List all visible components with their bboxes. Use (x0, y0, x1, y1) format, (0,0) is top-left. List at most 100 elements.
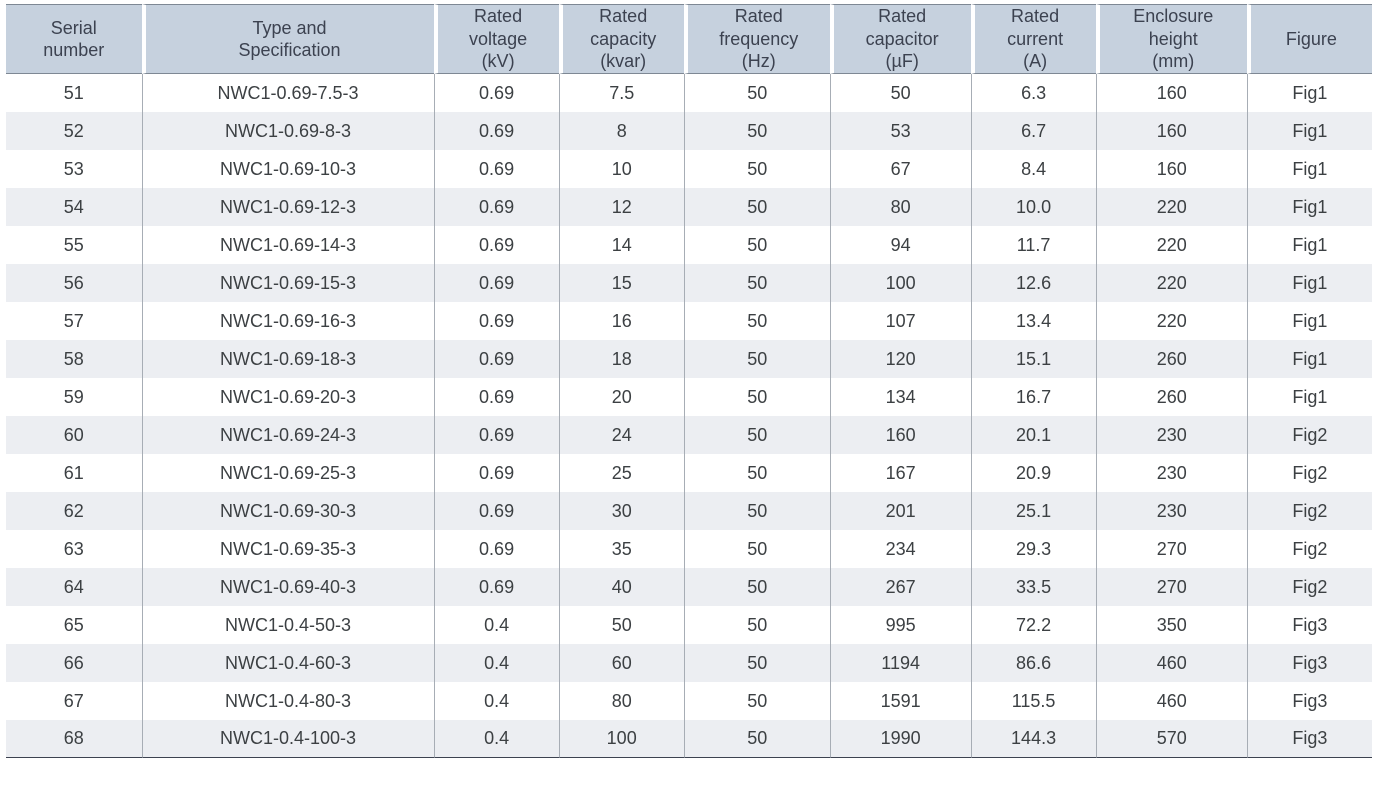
cell-type: NWC1-0.4-60-3 (142, 644, 434, 682)
cell-figure: Fig3 (1247, 720, 1372, 758)
cell-enclosure: 260 (1096, 340, 1247, 378)
cell-capacity: 24 (559, 416, 684, 454)
cell-voltage: 0.4 (434, 720, 559, 758)
cell-figure: Fig2 (1247, 530, 1372, 568)
cell-frequency: 50 (684, 492, 830, 530)
cell-capacity: 12 (559, 188, 684, 226)
cell-frequency: 50 (684, 454, 830, 492)
table-header: Serialnumber Type andSpecification Ratedvo… (6, 4, 1372, 74)
cell-current: 15.1 (971, 340, 1096, 378)
cell-voltage: 0.69 (434, 530, 559, 568)
cell-enclosure: 260 (1096, 378, 1247, 416)
table-row: 57NWC1-0.69-16-30.69165010713.4220Fig1 (6, 302, 1372, 340)
header-label-enclosure: Enclosureheight(mm) (1133, 5, 1213, 73)
cell-frequency: 50 (684, 682, 830, 720)
cell-capacitor: 134 (830, 378, 971, 416)
header-frequency: Ratedfrequency(Hz) (684, 4, 830, 74)
cell-voltage: 0.69 (434, 150, 559, 188)
cell-capacity: 35 (559, 530, 684, 568)
cell-enclosure: 460 (1096, 682, 1247, 720)
header-label-current: Ratedcurrent(A) (1007, 5, 1063, 73)
cell-current: 6.3 (971, 74, 1096, 112)
cell-current: 10.0 (971, 188, 1096, 226)
table-row: 53NWC1-0.69-10-30.691050678.4160Fig1 (6, 150, 1372, 188)
cell-serial: 55 (6, 226, 142, 264)
cell-serial: 61 (6, 454, 142, 492)
cell-current: 13.4 (971, 302, 1096, 340)
cell-current: 20.9 (971, 454, 1096, 492)
cell-current: 25.1 (971, 492, 1096, 530)
cell-frequency: 50 (684, 530, 830, 568)
cell-frequency: 50 (684, 188, 830, 226)
cell-voltage: 0.69 (434, 302, 559, 340)
table-row: 66NWC1-0.4-60-30.46050119486.6460Fig3 (6, 644, 1372, 682)
header-row: Serialnumber Type andSpecification Ratedvo… (6, 4, 1372, 74)
table-row: 56NWC1-0.69-15-30.69155010012.6220Fig1 (6, 264, 1372, 302)
cell-serial: 67 (6, 682, 142, 720)
cell-enclosure: 270 (1096, 568, 1247, 606)
cell-capacity: 7.5 (559, 74, 684, 112)
header-label-capacity: Ratedcapacity(kvar) (590, 5, 656, 73)
cell-type: NWC1-0.69-12-3 (142, 188, 434, 226)
header-label-serial: Serialnumber (43, 17, 104, 62)
cell-type: NWC1-0.69-8-3 (142, 112, 434, 150)
cell-serial: 60 (6, 416, 142, 454)
cell-capacity: 15 (559, 264, 684, 302)
cell-capacity: 50 (559, 606, 684, 644)
cell-frequency: 50 (684, 74, 830, 112)
cell-capacitor: 80 (830, 188, 971, 226)
cell-enclosure: 230 (1096, 454, 1247, 492)
cell-capacitor: 234 (830, 530, 971, 568)
cell-type: NWC1-0.4-50-3 (142, 606, 434, 644)
cell-frequency: 50 (684, 644, 830, 682)
cell-figure: Fig2 (1247, 492, 1372, 530)
cell-figure: Fig1 (1247, 226, 1372, 264)
table-row: 63NWC1-0.69-35-30.69355023429.3270Fig2 (6, 530, 1372, 568)
spec-table-container: Serialnumber Type andSpecification Ratedvo… (0, 0, 1378, 768)
cell-voltage: 0.69 (434, 568, 559, 606)
table-row: 60NWC1-0.69-24-30.69245016020.1230Fig2 (6, 416, 1372, 454)
cell-enclosure: 270 (1096, 530, 1247, 568)
cell-voltage: 0.4 (434, 606, 559, 644)
cell-voltage: 0.4 (434, 644, 559, 682)
cell-figure: Fig3 (1247, 644, 1372, 682)
cell-voltage: 0.69 (434, 454, 559, 492)
cell-figure: Fig1 (1247, 150, 1372, 188)
header-label-type: Type andSpecification (239, 17, 341, 62)
cell-type: NWC1-0.69-35-3 (142, 530, 434, 568)
table-row: 67NWC1-0.4-80-30.480501591115.5460Fig3 (6, 682, 1372, 720)
cell-serial: 51 (6, 74, 142, 112)
cell-figure: Fig2 (1247, 454, 1372, 492)
cell-capacity: 60 (559, 644, 684, 682)
cell-current: 20.1 (971, 416, 1096, 454)
cell-frequency: 50 (684, 606, 830, 644)
cell-frequency: 50 (684, 720, 830, 758)
cell-enclosure: 160 (1096, 150, 1247, 188)
cell-capacitor: 107 (830, 302, 971, 340)
cell-voltage: 0.69 (434, 340, 559, 378)
cell-figure: Fig1 (1247, 112, 1372, 150)
cell-capacity: 40 (559, 568, 684, 606)
cell-frequency: 50 (684, 378, 830, 416)
cell-figure: Fig1 (1247, 188, 1372, 226)
cell-capacitor: 53 (830, 112, 971, 150)
cell-type: NWC1-0.69-30-3 (142, 492, 434, 530)
cell-current: 72.2 (971, 606, 1096, 644)
header-label-voltage: Ratedvoltage(kV) (469, 5, 527, 73)
cell-capacitor: 67 (830, 150, 971, 188)
cell-current: 8.4 (971, 150, 1096, 188)
spec-table: Serialnumber Type andSpecification Ratedvo… (6, 4, 1372, 758)
cell-enclosure: 230 (1096, 492, 1247, 530)
cell-voltage: 0.69 (434, 264, 559, 302)
cell-figure: Fig1 (1247, 340, 1372, 378)
cell-type: NWC1-0.4-80-3 (142, 682, 434, 720)
cell-frequency: 50 (684, 568, 830, 606)
cell-serial: 66 (6, 644, 142, 682)
cell-frequency: 50 (684, 226, 830, 264)
cell-frequency: 50 (684, 416, 830, 454)
cell-current: 33.5 (971, 568, 1096, 606)
cell-capacity: 8 (559, 112, 684, 150)
table-row: 64NWC1-0.69-40-30.69405026733.5270Fig2 (6, 568, 1372, 606)
cell-serial: 57 (6, 302, 142, 340)
cell-voltage: 0.69 (434, 188, 559, 226)
